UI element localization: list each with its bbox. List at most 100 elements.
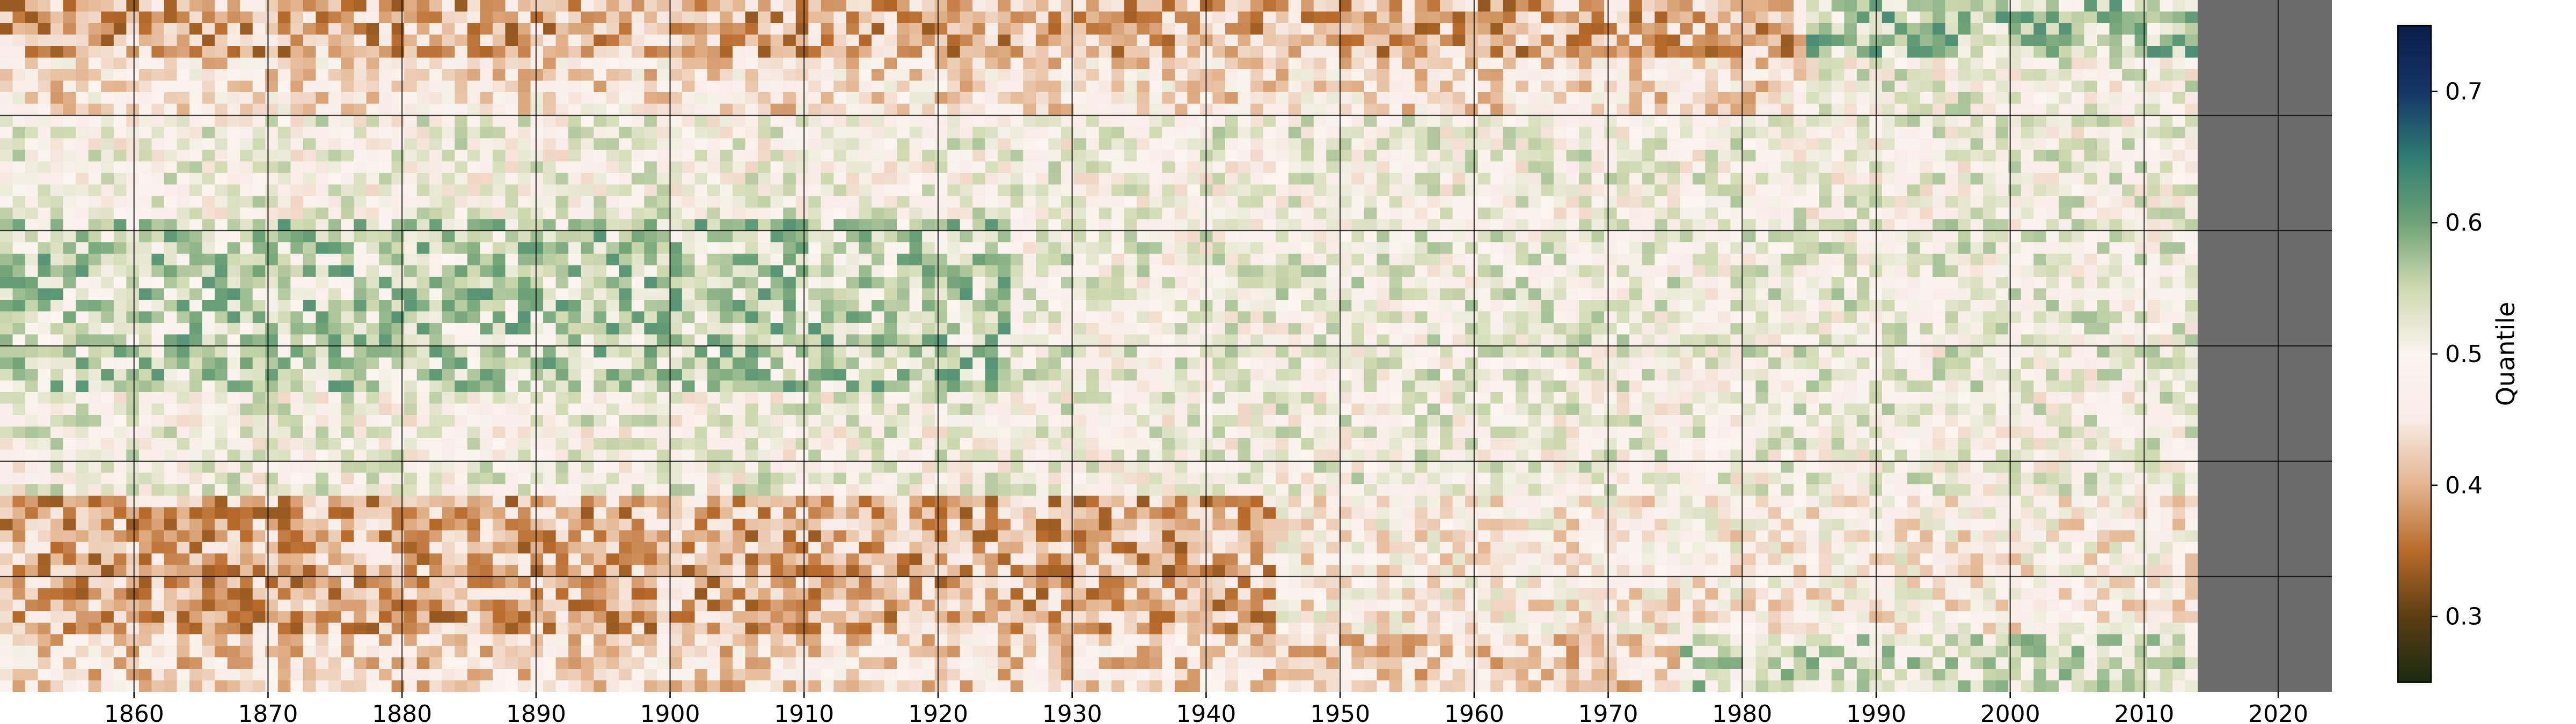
heatmap-cell (720, 46, 733, 58)
heatmap-cell (644, 173, 657, 185)
heatmap-cell (1377, 173, 1390, 185)
heatmap-cell (960, 277, 974, 289)
heatmap-cell (1124, 231, 1138, 243)
heatmap-cell (1048, 300, 1062, 312)
heatmap-cell (38, 80, 51, 93)
heatmap-cell (1579, 208, 1592, 220)
heatmap-cell (682, 288, 696, 300)
heatmap-cell (2046, 150, 2060, 162)
heatmap-cell (113, 92, 127, 105)
heatmap-cell (1983, 57, 1996, 70)
heatmap-cell (2147, 92, 2161, 105)
heatmap-cell (922, 196, 935, 208)
heatmap-cell (467, 150, 481, 162)
heatmap-cell (909, 138, 923, 151)
heatmap-cell (2147, 104, 2161, 116)
heatmap-cell (164, 242, 178, 254)
heatmap-cell (1250, 231, 1264, 243)
heatmap-cell (1655, 311, 1668, 323)
heatmap-cell (1010, 46, 1024, 58)
heatmap-cell (694, 265, 708, 277)
heatmap-cell (1023, 184, 1036, 197)
heatmap-cell (1856, 150, 1870, 162)
heatmap-cell (38, 150, 51, 162)
heatmap-cell (1730, 254, 1744, 266)
heatmap-cell (227, 0, 240, 12)
heatmap-cell (227, 127, 240, 139)
heatmap-cell (884, 173, 897, 185)
heatmap-cell (821, 184, 835, 197)
heatmap-cell (328, 242, 342, 254)
heatmap-cell (38, 242, 51, 254)
heatmap-cell (1137, 242, 1150, 254)
heatmap-cell (922, 242, 935, 254)
heatmap-cell (1503, 11, 1517, 24)
heatmap-cell (1958, 288, 1971, 300)
heatmap-cell (884, 11, 897, 24)
heatmap-cell (164, 69, 178, 82)
heatmap-cell (1313, 323, 1327, 335)
heatmap-cell (1794, 115, 1807, 128)
heatmap-cell (833, 311, 847, 323)
heatmap-cell (1326, 288, 1340, 300)
heatmap-cell (1035, 92, 1049, 105)
heatmap-cell (240, 311, 253, 323)
heatmap-cell (606, 80, 620, 93)
heatmap-cell (316, 104, 329, 116)
heatmap-cell (1882, 196, 1896, 208)
heatmap-cell (492, 57, 506, 70)
heatmap-cell (909, 254, 923, 266)
heatmap-cell (1035, 231, 1049, 243)
heatmap-cell (177, 288, 190, 300)
heatmap-cell (1629, 80, 1643, 93)
heatmap-cell (126, 127, 140, 139)
heatmap-cell (1591, 23, 1605, 35)
heatmap-cell (1250, 300, 1264, 312)
heatmap-cell (1212, 219, 1226, 231)
heatmap-cell (871, 150, 885, 162)
heatmap-cell (783, 300, 796, 312)
heatmap-cell (694, 0, 708, 12)
heatmap-cell (733, 80, 746, 93)
heatmap-cell (12, 104, 26, 116)
heatmap-cell (1794, 184, 1807, 197)
heatmap-cell (316, 127, 329, 139)
heatmap-cell (846, 300, 860, 312)
heatmap-cell (416, 265, 430, 277)
heatmap-cell (606, 196, 620, 208)
heatmap-cell (606, 231, 620, 243)
heatmap-cells (0, 0, 2199, 692)
heatmap-cell (1680, 231, 1693, 243)
heatmap-cell (1717, 219, 1731, 231)
heatmap-cell (530, 127, 544, 139)
heatmap-cell (1945, 46, 1958, 58)
heatmap-cell (1212, 115, 1226, 128)
heatmap-cell (1124, 208, 1138, 220)
heatmap-cell (1326, 219, 1340, 231)
heatmap-cell (1566, 57, 1579, 70)
heatmap-cell (2046, 277, 2060, 289)
heatmap-cell (606, 323, 620, 335)
heatmap-cell (1907, 11, 1921, 24)
heatmap-cell (38, 231, 51, 243)
heatmap-cell (151, 161, 165, 174)
heatmap-cell (38, 300, 51, 312)
heatmap-cell (530, 23, 544, 35)
heatmap-cell (1970, 173, 1984, 185)
heatmap-cell (1187, 196, 1201, 208)
heatmap-cell (619, 80, 632, 93)
heatmap-cell (113, 115, 127, 128)
heatmap-cell (631, 311, 645, 323)
heatmap-cell (1553, 127, 1567, 139)
heatmap-cell (354, 23, 367, 35)
heatmap-cell (1553, 311, 1567, 323)
heatmap-cell (934, 242, 948, 254)
heatmap-cell (2160, 104, 2174, 116)
heatmap-cell (1730, 34, 1744, 47)
heatmap-cell (101, 150, 114, 162)
heatmap-cell (1933, 69, 1946, 82)
heatmap-cell (1035, 288, 1049, 300)
heatmap-cell (833, 219, 847, 231)
heatmap-cell (1086, 150, 1100, 162)
heatmap-cell (1010, 254, 1024, 266)
